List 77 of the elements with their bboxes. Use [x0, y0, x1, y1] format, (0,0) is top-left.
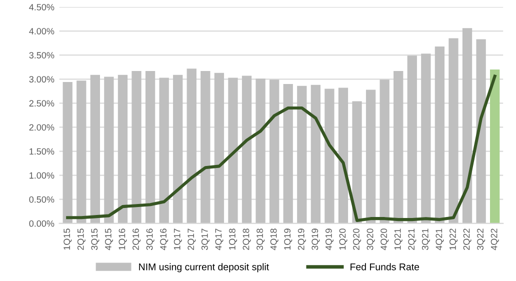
x-tick-label: 2Q17 — [188, 228, 196, 250]
y-tick-label: 2.00% — [29, 124, 54, 131]
bar — [462, 28, 472, 224]
line-series — [66, 74, 496, 222]
x-tick-label: 3Q19 — [312, 228, 320, 250]
bar — [214, 72, 224, 224]
x-tick-label: 4Q21 — [436, 228, 444, 250]
x-tick-label: 3Q18 — [256, 228, 265, 250]
x-tick-label: 1Q22 — [450, 228, 458, 250]
bar — [380, 80, 390, 224]
bar — [186, 68, 196, 224]
bar — [62, 82, 72, 224]
bar — [366, 90, 376, 224]
y-tick-label: 2.50% — [29, 100, 54, 107]
x-tick-label: 3Q16 — [146, 228, 154, 250]
x-tick-label: 2Q22 — [463, 228, 472, 250]
y-tick-label: 4.50% — [29, 4, 54, 10]
x-tick-label: 4Q22 — [490, 228, 499, 250]
x-tick-label: 4Q20 — [380, 228, 389, 250]
bar — [132, 70, 142, 224]
x-tick-label: 3Q17 — [201, 228, 210, 250]
bar — [118, 74, 128, 224]
x-tick-label: 2Q16 — [132, 228, 141, 250]
bar — [76, 80, 86, 224]
legend-label: NIM using current deposit split — [139, 263, 270, 272]
y-tick-label: 0.50% — [29, 196, 54, 203]
bar — [228, 78, 238, 224]
y-tick-label: 0.00% — [29, 220, 54, 227]
y-tick-label: 4.00% — [29, 28, 54, 34]
bar — [200, 70, 210, 224]
x-tick-label: 1Q16 — [118, 228, 127, 250]
bar — [159, 78, 169, 224]
y-tick-label: 3.00% — [29, 76, 54, 83]
x-tick-label: 3Q20 — [366, 228, 375, 250]
bar — [434, 46, 445, 224]
bar — [476, 39, 486, 224]
x-tick-label: 3Q21 — [422, 228, 430, 250]
y-tick-label: 1.50% — [30, 148, 54, 155]
x-tick-label: 3Q22 — [477, 228, 486, 250]
y-tick-label: 1.00% — [30, 172, 54, 179]
x-tick-label: 1Q18 — [229, 228, 238, 250]
bar — [338, 88, 348, 224]
bar — [448, 38, 458, 224]
x-tick-label: 1Q19 — [284, 228, 292, 250]
bar — [256, 78, 266, 224]
x-tick-label: 1Q15 — [64, 228, 72, 250]
bar — [173, 74, 183, 224]
bar — [310, 84, 320, 224]
bar — [490, 70, 500, 224]
bar — [394, 70, 404, 224]
x-tick-label: 2Q19 — [298, 228, 306, 250]
x-tick-label: 1Q21 — [394, 228, 402, 250]
legend-label: Fed Funds Rate — [350, 263, 420, 270]
x-tick-label: 2Q20 — [353, 228, 362, 250]
bar — [352, 101, 362, 224]
bar — [283, 84, 293, 224]
bar — [242, 76, 252, 224]
x-tick-label: 4Q15 — [104, 228, 113, 250]
y-tick-label: 3.50% — [29, 52, 54, 58]
bar — [104, 76, 114, 224]
bar — [421, 54, 431, 224]
x-tick-label: 2Q18 — [242, 228, 251, 250]
x-tick-label: 3Q15 — [91, 228, 100, 250]
bar — [90, 74, 100, 224]
bar — [145, 70, 156, 224]
x-tick-label: 1Q20 — [339, 228, 348, 250]
x-tick-label: 1Q17 — [174, 228, 182, 250]
bar — [324, 88, 334, 224]
bar — [270, 80, 280, 224]
x-tick-label: 4Q16 — [160, 228, 168, 250]
bar — [407, 56, 417, 224]
x-tick-label: 2Q21 — [408, 228, 416, 250]
bar — [297, 86, 307, 224]
x-tick-label: 4Q19 — [325, 228, 334, 250]
x-tick-label: 4Q17 — [215, 228, 224, 250]
x-tick-label: 4Q18 — [270, 228, 278, 250]
x-tick-label: 2Q15 — [77, 228, 86, 250]
